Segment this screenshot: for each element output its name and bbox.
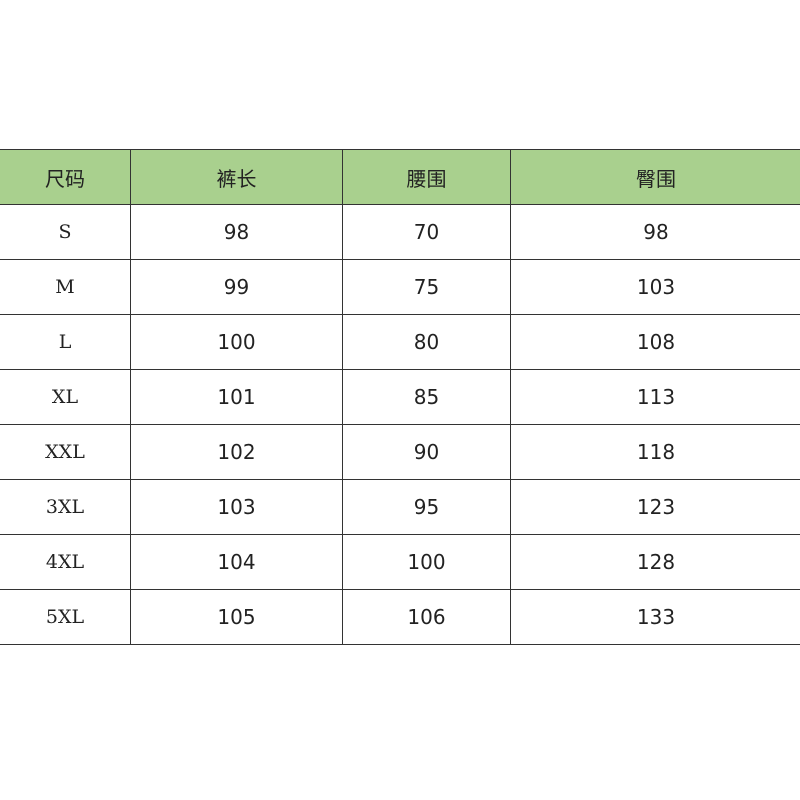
table-row: XXL 102 90 118 xyxy=(0,424,800,480)
cell-waist: 80 xyxy=(342,314,511,370)
cell-size: XXL xyxy=(0,424,131,480)
table-row: 5XL 105 106 133 xyxy=(0,589,800,645)
header-size: 尺码 xyxy=(0,149,131,205)
cell-size: 5XL xyxy=(0,589,131,645)
cell-size: 3XL xyxy=(0,479,131,535)
header-pants-length: 裤长 xyxy=(130,149,343,205)
table-row: 3XL 103 95 123 xyxy=(0,479,800,535)
table-row: L 100 80 108 xyxy=(0,314,800,370)
table-row: XL 101 85 113 xyxy=(0,369,800,425)
size-chart-table: 尺码 裤长 腰围 臀围 S 98 70 98 M 99 75 103 L 100 80 108 XL 10… xyxy=(0,149,800,645)
cell-waist: 70 xyxy=(342,204,511,260)
table-row: 4XL 104 100 128 xyxy=(0,534,800,590)
cell-size: S xyxy=(0,204,131,260)
cell-waist: 85 xyxy=(342,369,511,425)
cell-hip: 108 xyxy=(510,314,800,370)
cell-hip: 123 xyxy=(510,479,800,535)
header-row: 尺码 裤长 腰围 臀围 xyxy=(0,149,800,205)
cell-pants-length: 99 xyxy=(130,259,343,315)
cell-hip: 128 xyxy=(510,534,800,590)
header-waist: 腰围 xyxy=(342,149,511,205)
table-row: S 98 70 98 xyxy=(0,204,800,260)
cell-hip: 113 xyxy=(510,369,800,425)
cell-hip: 118 xyxy=(510,424,800,480)
cell-hip: 133 xyxy=(510,589,800,645)
cell-size: L xyxy=(0,314,131,370)
cell-waist: 75 xyxy=(342,259,511,315)
cell-pants-length: 104 xyxy=(130,534,343,590)
cell-pants-length: 105 xyxy=(130,589,343,645)
cell-size: M xyxy=(0,259,131,315)
cell-pants-length: 103 xyxy=(130,479,343,535)
cell-size: XL xyxy=(0,369,131,425)
cell-waist: 90 xyxy=(342,424,511,480)
cell-pants-length: 100 xyxy=(130,314,343,370)
cell-hip: 98 xyxy=(510,204,800,260)
cell-waist: 100 xyxy=(342,534,511,590)
cell-pants-length: 98 xyxy=(130,204,343,260)
cell-pants-length: 101 xyxy=(130,369,343,425)
cell-pants-length: 102 xyxy=(130,424,343,480)
header-hip: 臀围 xyxy=(510,149,800,205)
cell-waist: 95 xyxy=(342,479,511,535)
cell-waist: 106 xyxy=(342,589,511,645)
cell-size: 4XL xyxy=(0,534,131,590)
table-row: M 99 75 103 xyxy=(0,259,800,315)
cell-hip: 103 xyxy=(510,259,800,315)
